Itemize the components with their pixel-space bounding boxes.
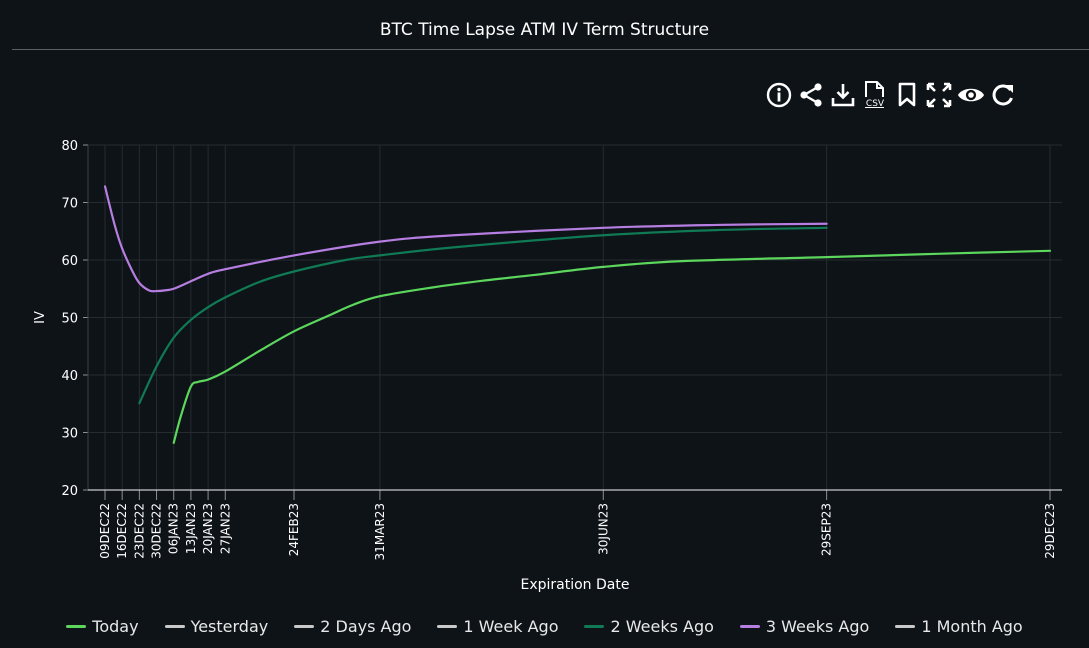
legend-swatch [164,625,185,628]
legend-label: Yesterday [190,617,269,636]
download-icon[interactable] [829,80,857,110]
legend-swatch [739,625,760,628]
title-divider [12,49,1089,50]
x-tick-label: 06JAN23 [167,503,181,554]
y-tick-label: 80 [61,139,78,154]
x-tick-label: 31MAR23 [373,503,387,560]
chart-title: BTC Time Lapse ATM IV Term Structure [379,20,710,40]
info-icon[interactable] [765,80,793,110]
y-tick-label: 20 [61,484,78,499]
chart-toolbar: CSV [765,78,1017,112]
legend-item-2-weeks-ago[interactable]: 2 Weeks Ago [584,617,714,636]
chart-legend: Today Yesterday 2 Days Ago 1 Week Ago 2 Week… [0,617,1089,636]
legend-swatch [437,625,458,628]
x-tick-label: 29SEP23 [820,503,834,556]
x-axis-label: Expiration Date [521,577,630,593]
x-tick-label: 27JAN23 [218,503,232,554]
legend-label: Today [92,617,139,636]
csv-icon-label: CSV [866,99,885,109]
y-tick-label: 70 [61,197,78,212]
legend-label: 1 Week Ago [463,617,559,636]
eye-icon[interactable] [957,80,985,110]
legend-label: 2 Weeks Ago [610,617,714,636]
x-tick-label: 13JAN23 [184,503,198,554]
legend-swatch [66,625,87,628]
x-tick-label: 24FEB23 [287,503,301,556]
y-tick-label: 50 [61,312,78,327]
y-axis-label: IV [33,311,48,324]
legend-swatch [895,625,916,628]
x-tick-label: 09DEC22 [98,503,112,559]
x-tick-label: 29DEC23 [1043,503,1057,559]
bookmark-icon[interactable] [893,80,921,110]
y-tick-label: 60 [61,254,78,269]
x-tick-label: 16DEC22 [115,503,129,559]
legend-label: 1 Month Ago [921,617,1023,636]
legend-label: 3 Weeks Ago [765,617,870,636]
legend-item-1-month-ago[interactable]: 1 Month Ago [895,617,1023,636]
fullscreen-icon[interactable] [925,80,953,110]
y-tick-label: 30 [61,427,78,442]
series-line-today [172,249,1052,444]
legend-item-yesterday[interactable]: Yesterday [164,617,269,636]
legend-swatch [294,625,315,628]
x-tick-label: 30DEC22 [150,503,164,559]
legend-label: 2 Days Ago [320,617,412,636]
csv-icon[interactable]: CSV [861,80,889,110]
legend-item-3-weeks-ago[interactable]: 3 Weeks Ago [739,617,870,636]
x-tick-label: 23DEC22 [132,503,146,559]
series-line-3-weeks-ago [103,185,828,293]
legend-item-today[interactable]: Today [66,617,139,636]
legend-item-1-week-ago[interactable]: 1 Week Ago [437,617,558,636]
legend-swatch [584,625,605,628]
refresh-icon[interactable] [989,80,1017,110]
series-line-2-weeks-ago [138,226,828,405]
x-tick-label: 30JUN23 [596,503,610,555]
y-tick-label: 40 [61,369,78,384]
x-tick-label: 20JAN23 [201,503,215,554]
legend-item-2-days-ago[interactable]: 2 Days Ago [294,617,411,636]
share-icon[interactable] [797,80,825,110]
